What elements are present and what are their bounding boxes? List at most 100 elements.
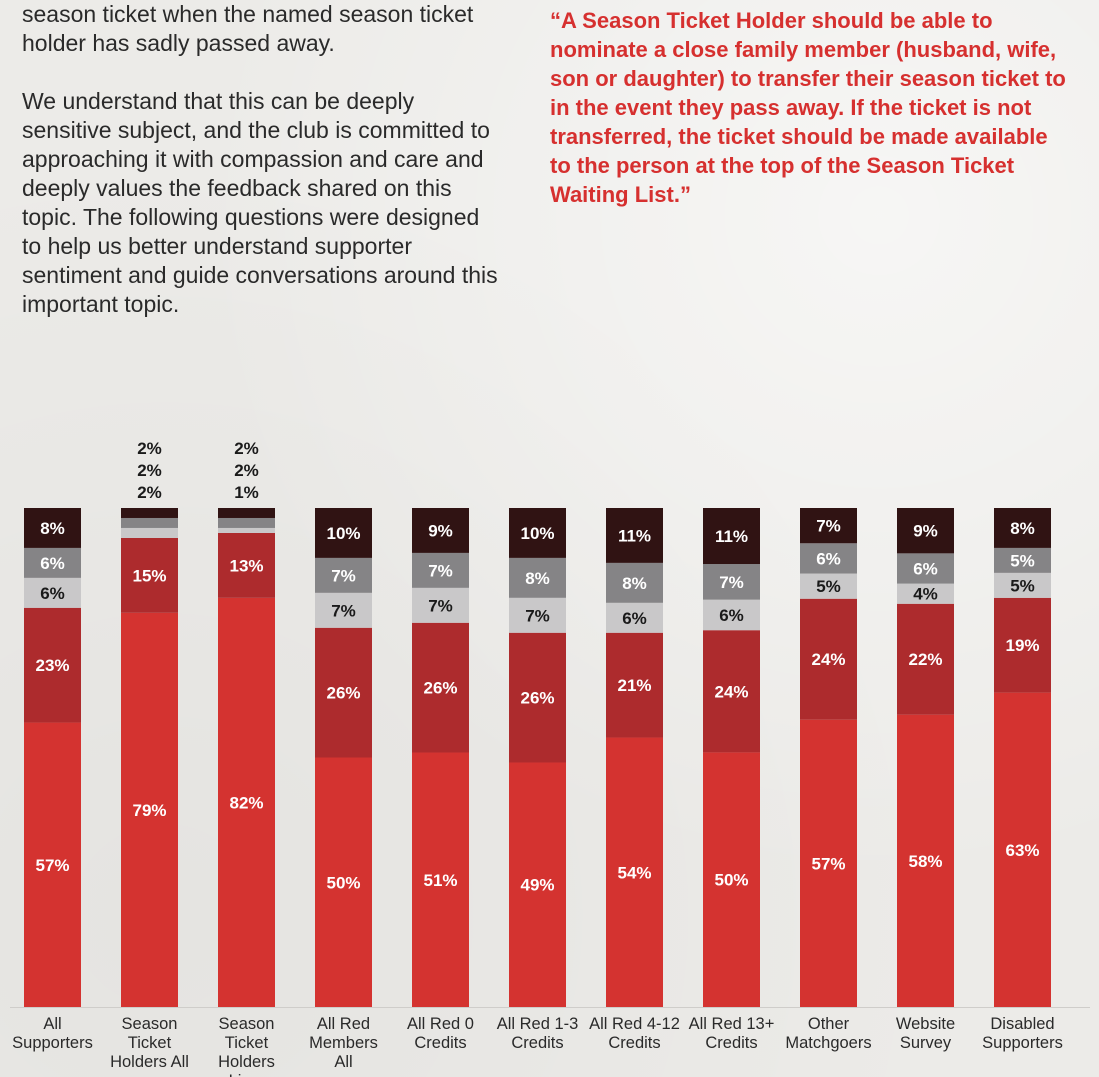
data-label-neither: 6% <box>719 606 744 625</box>
bar-segment-strongly_disagree <box>315 508 372 558</box>
data-label-agree: 23% <box>35 656 69 675</box>
x-tick-label: Supporters <box>12 1034 93 1052</box>
x-tick-label: Season <box>219 1015 275 1033</box>
data-label-disagree: 2% <box>137 461 162 480</box>
x-tick-label: Members <box>309 1034 378 1052</box>
data-label-strongly_agree: 49% <box>520 876 554 895</box>
intro-text: season ticket when the named season tick… <box>22 0 502 319</box>
data-label-disagree: 8% <box>622 574 647 593</box>
data-label-strongly_agree: 63% <box>1005 841 1039 860</box>
data-label-strongly_disagree: 7% <box>816 517 841 536</box>
bar-segment-agree <box>121 537 178 613</box>
bar-segment-disagree <box>703 564 760 600</box>
bar-segment-strongly_agree <box>218 597 275 1007</box>
bar-segment-agree <box>606 632 663 738</box>
data-label-disagree: 7% <box>719 573 744 592</box>
x-tick-label: Ticket <box>225 1034 269 1052</box>
bar-segment-strongly_agree <box>121 612 178 1007</box>
bar-segment-strongly_agree <box>509 762 566 1007</box>
data-label-neither: 7% <box>428 596 453 615</box>
bar-segment-strongly_agree <box>606 737 663 1007</box>
bar-segment-agree <box>703 630 760 753</box>
data-label-disagree: 6% <box>40 554 65 573</box>
bar-segment-strongly_disagree <box>218 508 275 518</box>
data-label-neither: 5% <box>1010 576 1035 595</box>
bar-segment-disagree <box>315 557 372 593</box>
x-tick-label: Matchgoers <box>785 1034 871 1052</box>
data-label-agree: 19% <box>1005 636 1039 655</box>
x-tick-label: All Red 4-12 <box>589 1015 680 1033</box>
data-label-neither: 4% <box>913 585 938 604</box>
bar-segment-strongly_disagree <box>121 508 178 518</box>
data-label-strongly_agree: 50% <box>326 873 360 892</box>
bar-segment-neither <box>994 572 1051 598</box>
x-tick-label: Holders All <box>110 1053 189 1071</box>
bar-segment-neither <box>24 577 81 608</box>
bar-segment-agree <box>800 598 857 720</box>
data-label-agree: 13% <box>229 556 263 575</box>
data-label-strongly_disagree: 11% <box>715 527 748 546</box>
bar-segment-agree <box>218 532 275 598</box>
data-label-neither: 6% <box>622 609 647 628</box>
x-tick-label: Credits <box>705 1034 757 1052</box>
data-label-agree: 24% <box>714 682 748 701</box>
bar-segment-neither <box>509 597 566 633</box>
data-label-neither: 6% <box>40 584 65 603</box>
data-label-neither: 1% <box>234 483 259 502</box>
bar-segment-disagree <box>897 553 954 584</box>
bar-segment-agree <box>412 622 469 753</box>
data-label-neither: 7% <box>331 601 356 620</box>
bar-segment-disagree <box>24 547 81 578</box>
data-label-strongly_agree: 57% <box>811 854 845 873</box>
data-label-disagree: 6% <box>816 549 841 568</box>
data-label-strongly_disagree: 2% <box>234 439 259 458</box>
bar-segment-disagree <box>606 562 663 603</box>
bar-segment-neither <box>412 587 469 623</box>
data-label-strongly_disagree: 9% <box>913 522 938 541</box>
intro-paragraph-1: season ticket when the named season tick… <box>22 1 474 56</box>
data-label-strongly_disagree: 8% <box>40 519 65 538</box>
x-tick-label: Survey <box>900 1034 952 1052</box>
bar-segment-disagree <box>218 517 275 528</box>
data-label-strongly_disagree: 11% <box>618 526 651 545</box>
survey-statement-quote: “A Season Ticket Holder should be able t… <box>550 8 1066 207</box>
bar-segment-strongly_disagree <box>703 508 760 565</box>
data-label-strongly_disagree: 10% <box>326 524 360 543</box>
bar-segment-strongly_disagree <box>606 508 663 563</box>
x-tick-label: Lin... <box>229 1072 265 1077</box>
bar-segment-neither <box>703 599 760 631</box>
bar-segment-agree <box>897 603 954 715</box>
data-label-neither: 2% <box>137 483 162 502</box>
data-label-neither: 5% <box>816 577 841 596</box>
data-label-disagree: 5% <box>1010 551 1035 570</box>
x-tick-label: Ticket <box>128 1034 172 1052</box>
data-label-strongly_disagree: 8% <box>1010 519 1035 538</box>
bar-segment-strongly_agree <box>800 719 857 1007</box>
bar-segment-disagree <box>800 543 857 574</box>
x-tick-label: Credits <box>414 1034 466 1052</box>
x-tick-label: Supporters <box>982 1034 1063 1052</box>
bar-segment-neither <box>606 602 663 633</box>
data-label-agree: 24% <box>811 650 845 669</box>
bar-segment-agree <box>24 607 81 723</box>
data-label-disagree: 2% <box>234 461 259 480</box>
bar-segment-disagree <box>121 517 178 528</box>
x-tick-label: Credits <box>608 1034 660 1052</box>
bar-segment-neither <box>800 573 857 599</box>
bar-segment-disagree <box>994 547 1051 573</box>
data-label-strongly_agree: 57% <box>35 856 69 875</box>
bar-segment-strongly_disagree <box>897 508 954 554</box>
x-tick-label: All <box>43 1015 61 1033</box>
bar-segment-strongly_disagree <box>24 508 81 548</box>
data-label-strongly_disagree: 9% <box>428 521 453 540</box>
bar-segment-strongly_agree <box>703 752 760 1007</box>
x-tick-label: All Red 13+ <box>689 1015 775 1033</box>
x-tick-label: Disabled <box>990 1015 1054 1033</box>
data-label-strongly_agree: 51% <box>423 871 457 890</box>
data-label-strongly_disagree: 10% <box>520 524 554 543</box>
bar-segment-agree <box>994 597 1051 693</box>
data-label-agree: 15% <box>132 566 166 585</box>
bar-segment-strongly_agree <box>897 714 954 1007</box>
data-label-disagree: 7% <box>428 561 453 580</box>
x-tick-label: All Red <box>317 1015 370 1033</box>
